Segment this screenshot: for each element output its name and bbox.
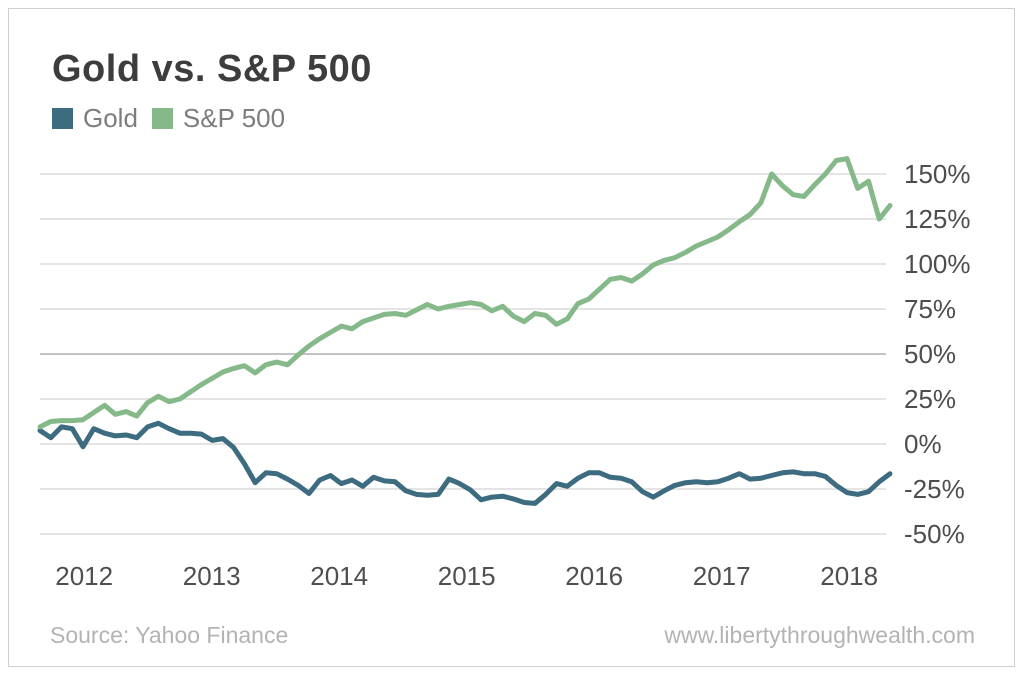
line-s-p-500 (37, 156, 893, 430)
legend-item-sp500: S&P 500 (151, 103, 286, 134)
line-gold (37, 420, 893, 506)
x-tick-label-2017: 2017 (692, 561, 751, 591)
chart-card-border (8, 8, 1015, 667)
gold-series-swatch-icon (52, 108, 73, 129)
y-tick-label--25: -25% (904, 474, 965, 504)
website-url: www.libertythroughwealth.com (664, 622, 975, 648)
y-tick-label-25: 25% (904, 384, 957, 414)
x-tick-label-2015: 2015 (437, 561, 496, 591)
x-tick-label-2014: 2014 (310, 561, 369, 591)
y-tick-label-0: 0% (904, 429, 942, 459)
y-tick-label-150: 150% (904, 159, 971, 189)
x-tick-label-2013: 2013 (182, 561, 241, 591)
x-tick-label-2012: 2012 (55, 561, 114, 591)
legend: Gold S&P 500 (52, 103, 285, 134)
chart-title: Gold vs. S&P 500 (52, 48, 372, 90)
legend-item-gold: Gold (52, 103, 138, 134)
legend-label-gold: Gold (83, 103, 138, 133)
y-tick-label--50: -50% (904, 519, 965, 549)
y-tick-label-75: 75% (904, 294, 957, 324)
legend-label-sp500: S&P 500 (182, 103, 286, 133)
y-tick-label-125: 125% (904, 204, 971, 234)
sp500-series-swatch-icon (151, 108, 173, 129)
x-tick-label-2018: 2018 (820, 561, 879, 591)
y-tick-label-50: 50% (904, 339, 957, 369)
y-tick-label-100: 100% (904, 249, 971, 279)
x-tick-label-2016: 2016 (565, 561, 624, 591)
source-credit: Source: Yahoo Finance (50, 622, 289, 648)
